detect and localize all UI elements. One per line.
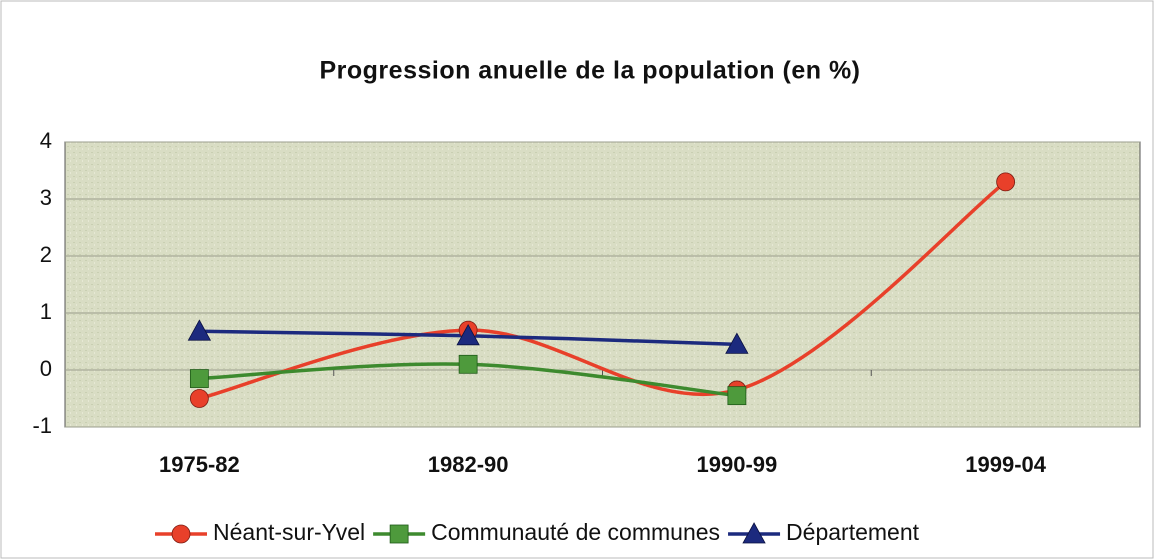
data-point bbox=[187, 319, 212, 341]
data-point bbox=[725, 332, 749, 354]
x-tick-label: 1990-99 bbox=[697, 452, 778, 477]
chart-title: Progression anuelle de la population (en… bbox=[319, 57, 860, 85]
data-point bbox=[189, 389, 209, 408]
data-point bbox=[727, 386, 747, 406]
y-tick-label: 4 bbox=[40, 128, 52, 153]
legend-marker bbox=[742, 522, 766, 544]
data-point bbox=[458, 354, 478, 374]
data-point bbox=[456, 323, 480, 346]
y-tick-label: -1 bbox=[32, 413, 52, 438]
y-tick-label: 2 bbox=[40, 242, 52, 267]
legend-label: Communauté de communes bbox=[431, 519, 720, 545]
y-tick-label: 0 bbox=[40, 356, 52, 381]
legend-marker bbox=[389, 524, 409, 544]
legend-label: Département bbox=[786, 519, 920, 545]
y-tick-label: 1 bbox=[40, 299, 52, 324]
x-tick-label: 1982-90 bbox=[428, 452, 509, 477]
data-point bbox=[996, 172, 1016, 192]
x-tick-label: 1999-04 bbox=[965, 452, 1047, 477]
plot-area bbox=[64, 141, 1141, 428]
legend-marker bbox=[171, 524, 191, 544]
x-tick-label: 1975-82 bbox=[159, 452, 240, 477]
legend-label: Néant-sur-Yvel bbox=[213, 519, 365, 545]
y-tick-label: 3 bbox=[40, 185, 52, 210]
data-point bbox=[189, 369, 209, 388]
series-line bbox=[198, 180, 1007, 401]
